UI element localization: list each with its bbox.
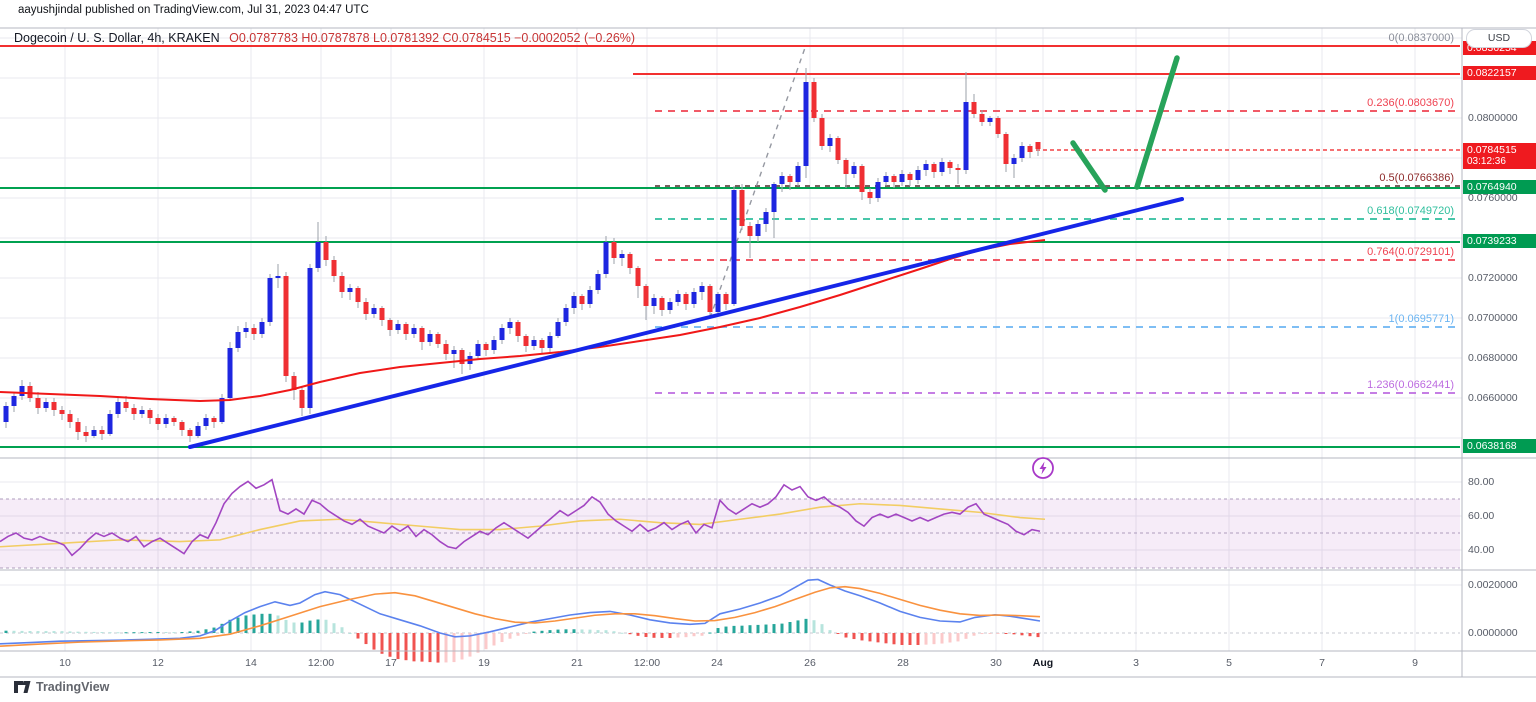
tradingview-logo-icon [14,681,31,693]
symbol-title: Dogecoin / U. S. Dollar, 4h, KRAKEN O0.0… [14,31,635,45]
gray-dashed-trend [709,44,807,319]
tradingview-brand-text: TradingView [36,680,110,694]
attribution-text: aayushjindal published on TradingView.co… [18,4,369,16]
blue-trendline [188,197,1184,449]
ohlc-values: O0.0787783 H0.0787878 L0.0781392 C0.0784… [229,31,636,45]
symbol-name: Dogecoin / U. S. Dollar, 4h, KRAKEN [14,31,220,45]
horizontal-lines [0,45,1460,448]
pane-separators [0,27,1536,678]
rsi-panel [0,478,1046,557]
tradingview-attribution-logo[interactable]: TradingView [14,679,109,695]
red-moving-average [0,239,1046,402]
green-arrow [1070,55,1180,193]
lightning-bolt-icon[interactable] [1030,455,1056,481]
candles [3,68,1041,442]
currency-toggle-button[interactable]: USD [1466,29,1532,48]
fib-levels [655,45,1460,394]
macd-panel [0,578,1460,663]
